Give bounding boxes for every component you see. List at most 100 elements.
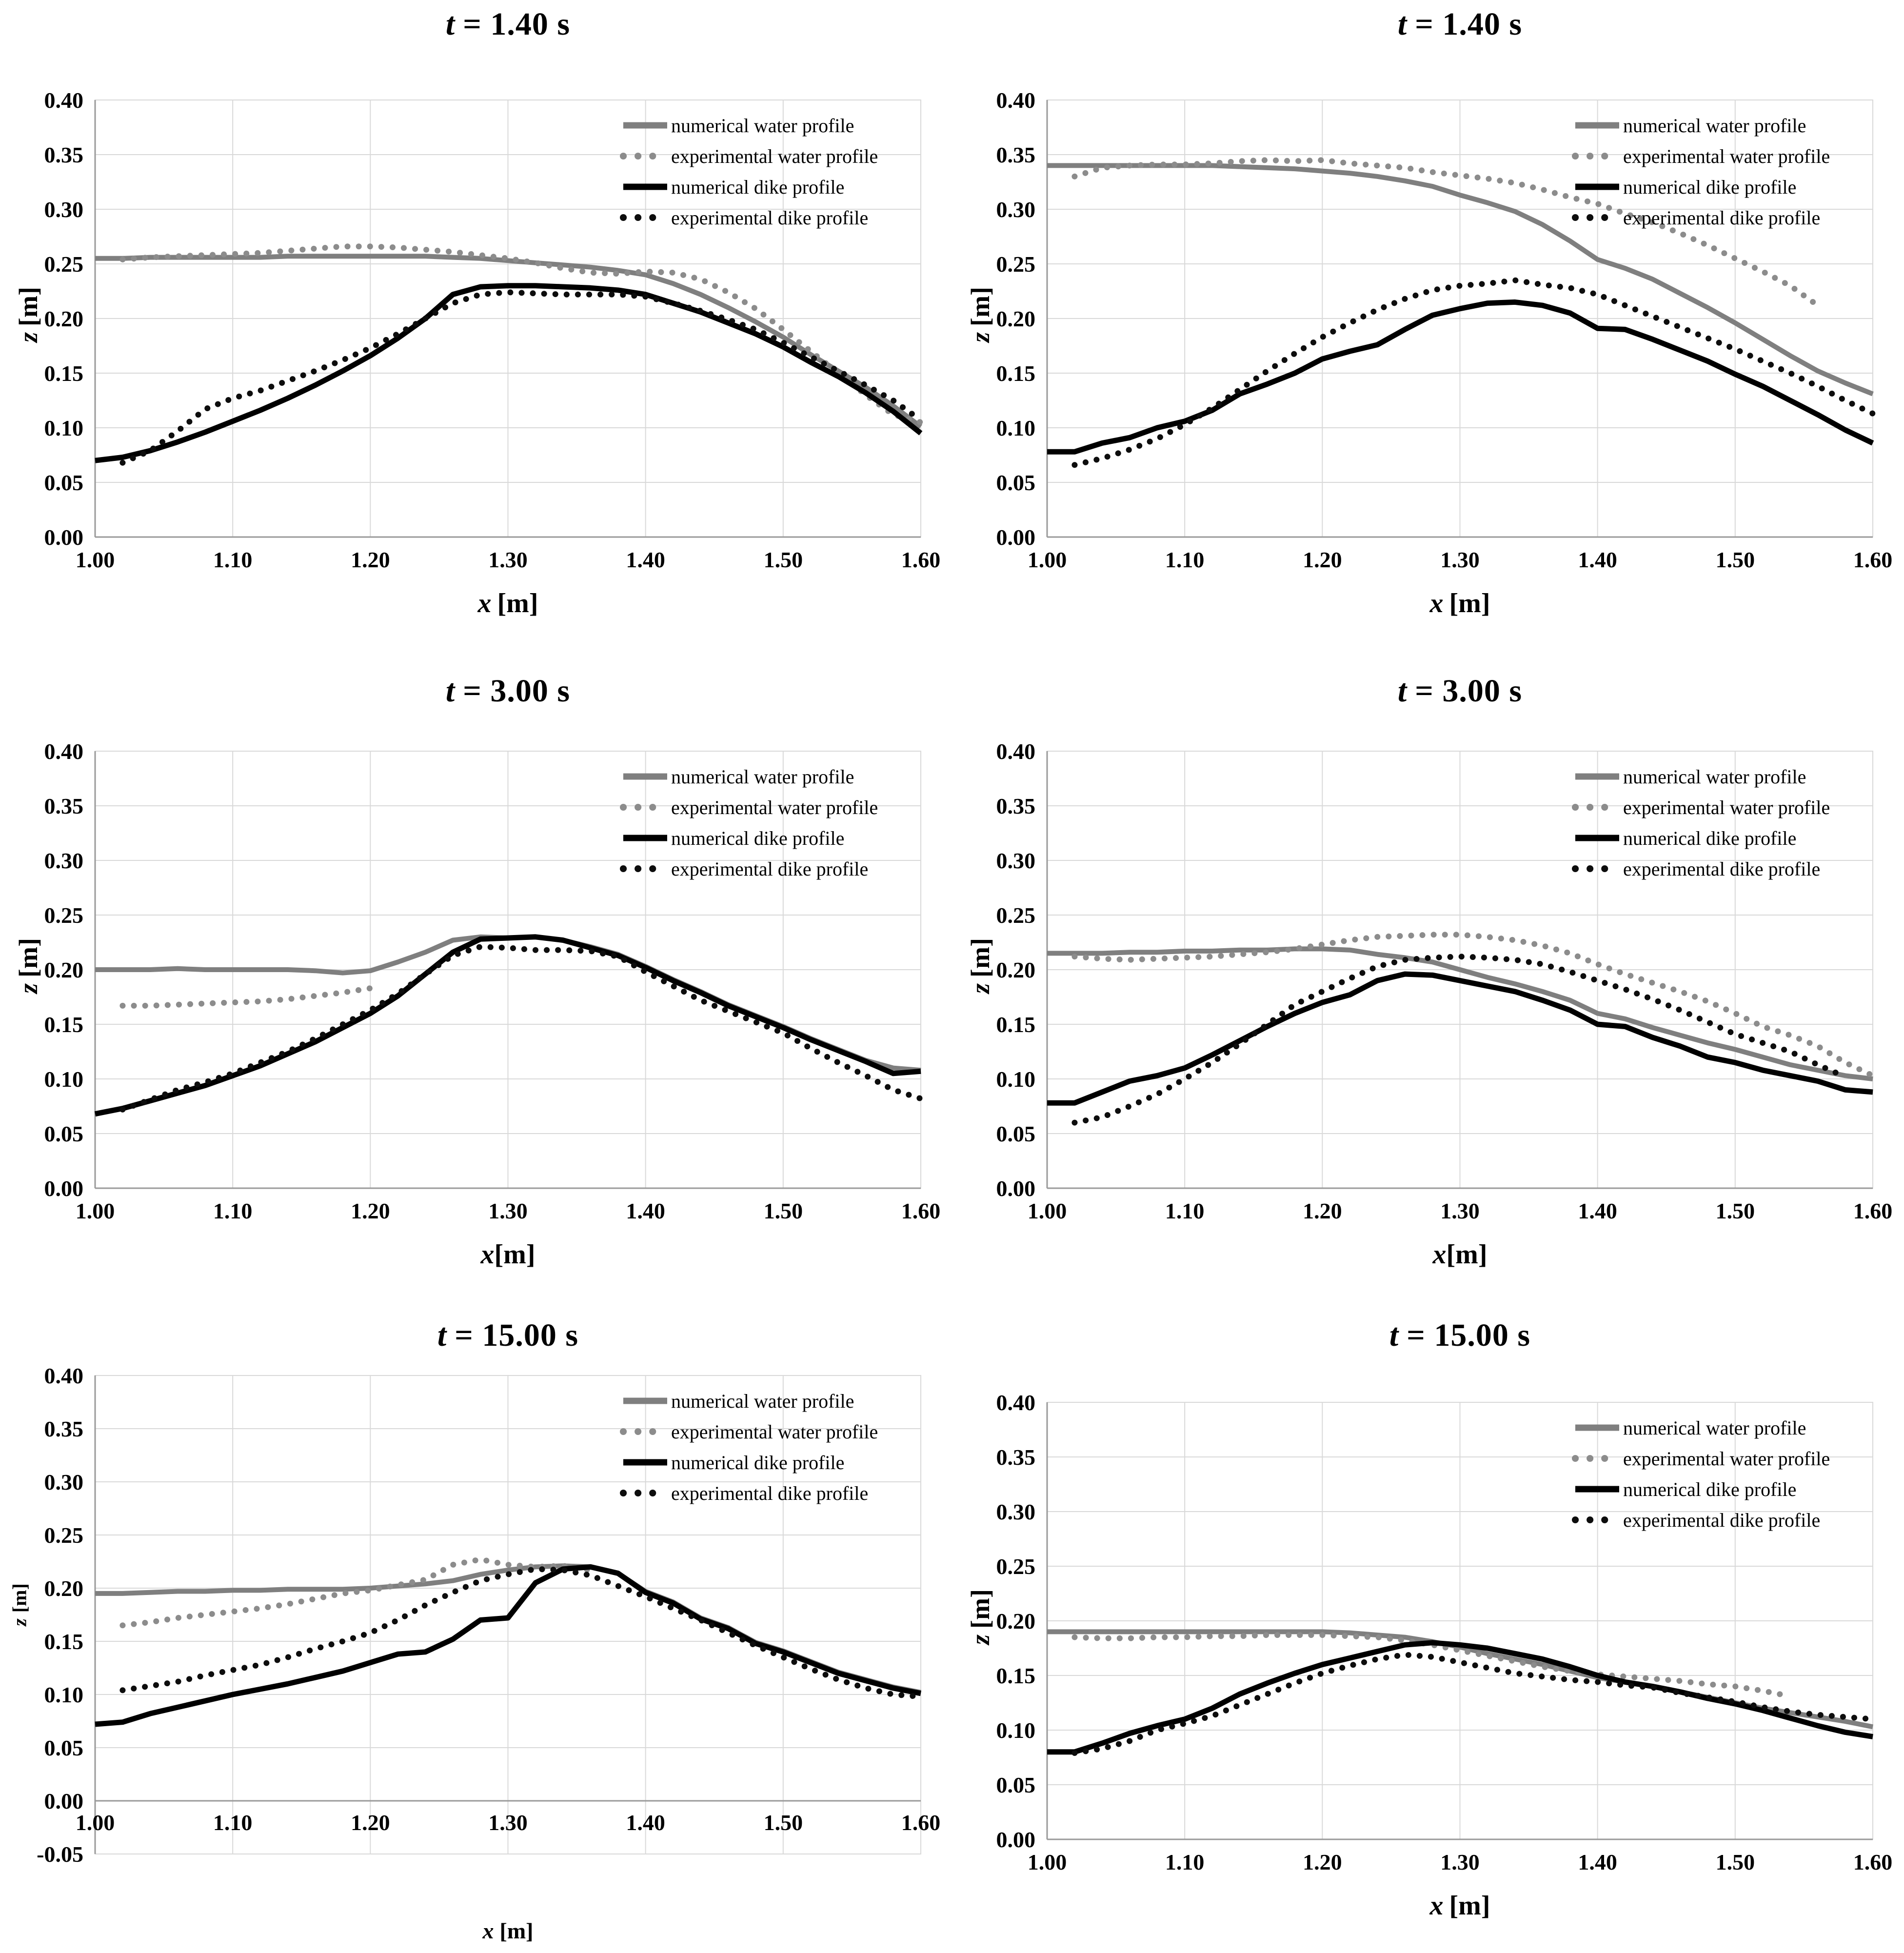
legend-label: numerical water profile <box>1623 766 1806 788</box>
y-tick-label: 0.15 <box>996 361 1036 386</box>
chart-panel-t1-40-left: 0.40 0.35 0.30 0.25 0.20 0.15 0.10 0.05 0.00 1.00… <box>0 0 952 651</box>
x-tick-label: 1.40 <box>626 547 665 572</box>
legend-label: experimental water profile <box>671 1421 878 1443</box>
legend-entry: experimental dike profile <box>620 858 868 880</box>
experimental-dike-profile-dots <box>1071 277 1876 468</box>
experimental-dike-profile-dots <box>119 1566 924 1700</box>
y-axis-label: z[m] <box>966 1589 995 1645</box>
legend-label: experimental water profile <box>1623 1448 1830 1470</box>
y-tick-label: 0.00 <box>44 1789 84 1814</box>
legend-label: experimental dike profile <box>671 858 868 880</box>
y-axis-label: z[m] <box>14 938 43 994</box>
x-tick-label: 1.00 <box>76 1810 115 1835</box>
y-tick-label: 0.05 <box>996 470 1036 495</box>
time-variable: t <box>445 673 456 709</box>
legend-label: numerical dike profile <box>1623 176 1796 198</box>
legend-label: numerical dike profile <box>671 1452 844 1474</box>
y-tick-label: 0.35 <box>996 1445 1036 1470</box>
x-axis-label: x[m] <box>1432 1239 1488 1270</box>
y-tick-label: 0.30 <box>996 848 1036 873</box>
y-tick-label: -0.05 <box>37 1842 83 1867</box>
numerical-dike-profile-line <box>94 934 921 1117</box>
y-tick-label: 0.20 <box>996 306 1036 331</box>
numerical-water-profile-line <box>95 254 923 429</box>
y-tick-label: 0.30 <box>44 1470 84 1495</box>
legend-entry: numerical water profile <box>623 115 854 137</box>
legend-entry: experimental water profile <box>620 797 878 818</box>
x-tick-label: 1.10 <box>1165 547 1205 572</box>
x-tick-label: 1.30 <box>1440 1850 1480 1874</box>
x-tick-label: 1.60 <box>1853 1850 1893 1874</box>
legend-label: experimental dike profile <box>1623 207 1820 229</box>
chart-panel-t1-40-right: 0.40 0.35 0.30 0.25 0.20 0.15 0.10 0.05 0.00 1.00… <box>952 0 1904 651</box>
time-variable: t <box>437 1317 447 1353</box>
legend-entry: experimental water profile <box>620 145 878 167</box>
y-tick-label: 0.30 <box>44 197 84 222</box>
y-axis-label: z[m] <box>966 938 995 994</box>
y-tick-label: 0.10 <box>44 1682 84 1707</box>
y-axis-label: z[m] <box>14 287 43 342</box>
legend-label: numerical dike profile <box>1623 1478 1796 1500</box>
y-tick-label: 0.05 <box>996 1121 1036 1146</box>
x-tick-label: 1.40 <box>1578 1198 1617 1223</box>
y-tick-label: 0.00 <box>996 525 1036 550</box>
x-axis-label: x[m] <box>482 1918 534 1943</box>
x-tick-label: 1.40 <box>626 1198 665 1223</box>
y-tick-label: 0.40 <box>996 88 1036 113</box>
legend-entry: numerical dike profile <box>623 1452 844 1474</box>
legend-label: numerical water profile <box>671 1390 854 1412</box>
x-axis-label: x[m] <box>477 588 538 618</box>
legend-entry: numerical dike profile <box>623 827 844 849</box>
time-value: = 15.00 s <box>1407 1317 1531 1353</box>
x-tick-label: 1.00 <box>1028 1850 1067 1874</box>
y-tick-label: 0.10 <box>44 1067 84 1092</box>
x-axis-label: x[m] <box>1429 588 1490 618</box>
x-tick-label: 1.60 <box>1853 547 1893 572</box>
legend-label: experimental water profile <box>1623 797 1830 818</box>
legend-label: numerical dike profile <box>1623 827 1796 849</box>
x-tick-label: 1.20 <box>351 1810 390 1835</box>
experimental-water-profile-dots <box>119 243 924 425</box>
chart-canvas: 0.40 0.35 0.30 0.25 0.20 0.15 0.10 0.05 0.00 -0.0… <box>37 1363 941 1867</box>
x-tick-label: 1.60 <box>901 1810 941 1835</box>
x-tick-label: 1.30 <box>488 1198 528 1223</box>
x-tick-label: 1.40 <box>1578 1850 1617 1874</box>
y-tick-label: 0.25 <box>44 252 84 277</box>
legend-label: experimental water profile <box>671 145 878 167</box>
chart-canvas: 0.40 0.35 0.30 0.25 0.20 0.15 0.10 0.05 0.001.00… <box>44 88 941 572</box>
chart-canvas: 0.40 0.35 0.30 0.25 0.20 0.15 0.10 0.05 0.001.00… <box>996 88 1893 572</box>
time-value: = 1.40 s <box>463 6 571 42</box>
y-tick-label: 0.25 <box>44 903 84 928</box>
time-value: = 3.00 s <box>1415 673 1523 709</box>
experimental-dike-profile-dots <box>119 944 924 1113</box>
numerical-water-profile-line <box>1047 946 1873 1081</box>
chart-canvas: 0.40 0.35 0.30 0.25 0.20 0.15 0.10 0.05 0.001.00… <box>44 739 941 1223</box>
legend-entry: numerical water profile <box>623 1390 854 1412</box>
y-tick-label: 0.40 <box>44 739 84 764</box>
x-axis-label: x[m] <box>480 1239 536 1270</box>
legend-entry: experimental dike profile <box>1572 1509 1820 1531</box>
chart-title: t = 3.00 s <box>95 673 921 710</box>
legend-entry: numerical dike profile <box>1575 176 1796 198</box>
y-axis-label: z[m] <box>8 1583 31 1626</box>
x-tick-label: 1.20 <box>351 1198 390 1223</box>
chart-panel-t3-00-left: 0.40 0.35 0.30 0.25 0.20 0.15 0.10 0.05 0.00 1.00… <box>0 651 952 1302</box>
y-tick-label: 0.10 <box>996 1067 1036 1092</box>
x-tick-label: 1.00 <box>76 1198 115 1223</box>
y-tick-label: 0.40 <box>44 1363 84 1388</box>
x-tick-label: 1.40 <box>1578 547 1617 572</box>
legend-label: experimental water profile <box>671 797 878 818</box>
x-tick-label: 1.50 <box>764 1810 803 1835</box>
y-tick-label: 0.20 <box>44 957 84 982</box>
x-tick-label: 1.00 <box>76 547 115 572</box>
numerical-dike-profile-line <box>95 283 923 463</box>
time-variable: t <box>1397 6 1408 42</box>
experimental-water-profile-dots <box>1071 932 1876 1079</box>
time-value: = 1.40 s <box>1415 6 1523 42</box>
x-tick-label: 1.20 <box>351 547 390 572</box>
legend-entry: experimental water profile <box>1572 797 1830 818</box>
legend-label: experimental water profile <box>1623 145 1830 167</box>
numerical-dike-profile-line <box>95 1564 922 1727</box>
chart-panel-t15-00-left: 0.40 0.35 0.30 0.25 0.20 0.15 0.10 0.05 0.00 -0.0… <box>0 1302 952 1953</box>
